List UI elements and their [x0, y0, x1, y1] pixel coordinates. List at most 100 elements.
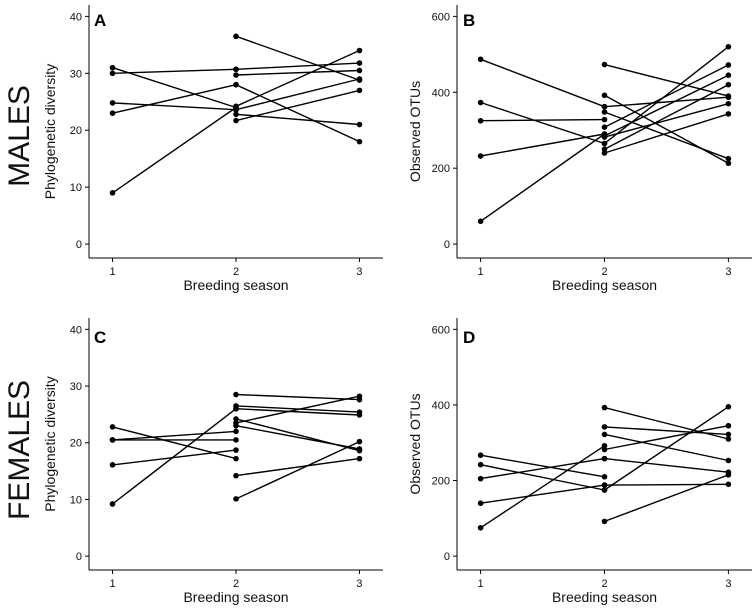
x-tick-label: 3 [725, 578, 731, 590]
x-tick-label: 3 [356, 266, 362, 278]
x-tick-label: 2 [601, 266, 607, 278]
series-line [112, 430, 237, 441]
row-label-females: FEMALES [3, 380, 36, 520]
data-point [356, 60, 363, 66]
data-point [109, 100, 116, 106]
data-point [725, 111, 732, 117]
data-point [109, 437, 116, 443]
panel-b: 0 200 400 600 1 2 3 Breeding season Observed OTU… [407, 5, 752, 293]
data-point [725, 472, 732, 478]
data-point [601, 482, 608, 488]
x-tick-label: 1 [109, 266, 115, 278]
data-point [601, 92, 608, 99]
y-tick-label: 400 [432, 87, 450, 99]
data-point [601, 431, 608, 438]
data-point [601, 404, 608, 411]
series-line [604, 426, 729, 436]
y-axis-label: Phylogenetic diversity [42, 376, 58, 511]
data-point [477, 475, 484, 482]
series-line [235, 425, 360, 450]
series-line [235, 393, 360, 401]
data-point [477, 153, 484, 159]
panel-letter: A [94, 11, 106, 30]
series-line [235, 78, 360, 111]
data-point [601, 109, 608, 115]
data-point [109, 64, 116, 71]
data-point [233, 106, 239, 113]
data-point [601, 124, 608, 130]
data-point [233, 422, 239, 429]
series-line [604, 113, 729, 154]
data-point [109, 424, 116, 430]
y-tick-label: 20 [70, 125, 82, 137]
data-point [725, 43, 732, 50]
data-point [356, 76, 363, 82]
data-point [725, 72, 732, 79]
y-axis-label: Observed OTUs [407, 393, 423, 494]
series-line [235, 395, 360, 424]
data-point [725, 422, 732, 429]
data-point [725, 81, 732, 88]
data-point [356, 67, 363, 74]
data-point [601, 134, 608, 140]
data-point [601, 61, 608, 68]
x-tick-label: 1 [109, 578, 115, 590]
series-line [480, 454, 605, 478]
data-point [601, 446, 608, 453]
data-point [233, 447, 239, 453]
data-point [601, 103, 608, 110]
data-point [356, 121, 363, 128]
x-axis-label: Breeding season [183, 277, 288, 293]
series-line [112, 84, 237, 114]
data-point [725, 457, 732, 464]
series-line [235, 35, 360, 81]
series-line [112, 68, 237, 74]
data-point [601, 140, 608, 147]
x-tick-label: 3 [725, 266, 731, 278]
series-line [604, 406, 729, 440]
series-line [235, 440, 360, 500]
data-point [233, 472, 239, 479]
series-line [604, 103, 729, 138]
panel-d: 0 200 400 600 1 2 3 Breeding season Observed OTU… [407, 318, 752, 605]
data-point [477, 218, 484, 225]
x-axis-label: Breeding season [183, 589, 288, 605]
series-line [235, 408, 360, 416]
x-tick-label: 2 [233, 578, 239, 590]
series-line [480, 133, 605, 157]
data-point [356, 393, 363, 400]
y-tick-label: 40 [70, 324, 82, 336]
data-point [233, 455, 239, 462]
series-line [112, 102, 237, 111]
panel-a: 0 10 20 30 40 1 2 3 Breeding season Phylogenetic … [42, 5, 383, 293]
series-line [604, 94, 729, 164]
data-point [356, 438, 363, 445]
x-axis-label: Breeding season [552, 277, 657, 293]
data-point [725, 94, 732, 101]
data-point [477, 461, 484, 468]
y-axis-label: Observed OTUs [407, 81, 423, 182]
series-line [112, 106, 237, 194]
y-tick-label: 10 [70, 494, 82, 506]
series-line [480, 101, 605, 145]
x-tick-label: 1 [478, 266, 484, 278]
y-axis-label: Phylogenetic diversity [42, 64, 58, 199]
x-tick-label: 1 [478, 578, 484, 590]
series-line [235, 89, 360, 122]
data-point [477, 500, 484, 507]
x-tick-label: 3 [356, 578, 362, 590]
data-point [109, 190, 116, 196]
y-tick-label: 0 [76, 551, 82, 563]
series-line [480, 118, 605, 122]
data-point [477, 99, 484, 106]
y-tick-label: 20 [70, 438, 82, 450]
y-tick-label: 10 [70, 182, 82, 194]
data-point [725, 404, 732, 410]
series-line [604, 406, 729, 491]
x-tick-label: 2 [233, 266, 239, 278]
data-point [601, 518, 608, 525]
data-point [601, 473, 608, 480]
data-point [601, 150, 608, 156]
data-point [233, 66, 239, 73]
